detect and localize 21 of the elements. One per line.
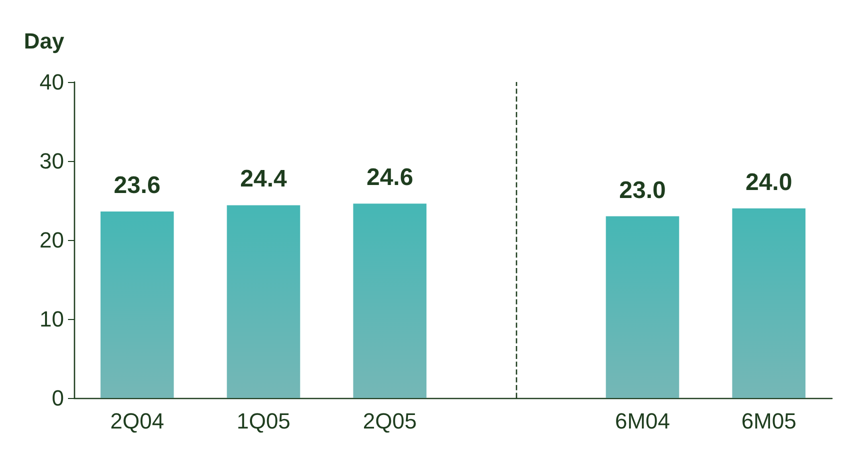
data-label: 23.6 [114,172,161,200]
bar [353,204,426,398]
x-tick-label: 2Q05 [362,408,417,434]
y-axis-title: Day [24,28,65,54]
x-tick-label: 6M04 [614,408,670,434]
y-tick-label: 40 [40,70,64,94]
data-label: 23.0 [619,176,666,204]
x-tick-label: 6M05 [741,408,796,434]
bar [100,212,174,398]
y-tick-label: 10 [40,306,64,332]
y-tick-label: 20 [40,228,64,252]
bar [226,205,300,398]
y-tick-label: 0 [52,386,64,410]
bar [606,216,680,398]
data-label: 24.0 [745,168,792,196]
data-label: 24.4 [240,166,288,193]
bar [732,208,806,398]
x-tick-label: 2Q04 [110,408,164,434]
y-tick-label: 30 [40,148,64,174]
data-label: 24.6 [366,164,414,192]
x-tick-label: 1Q05 [236,408,290,434]
